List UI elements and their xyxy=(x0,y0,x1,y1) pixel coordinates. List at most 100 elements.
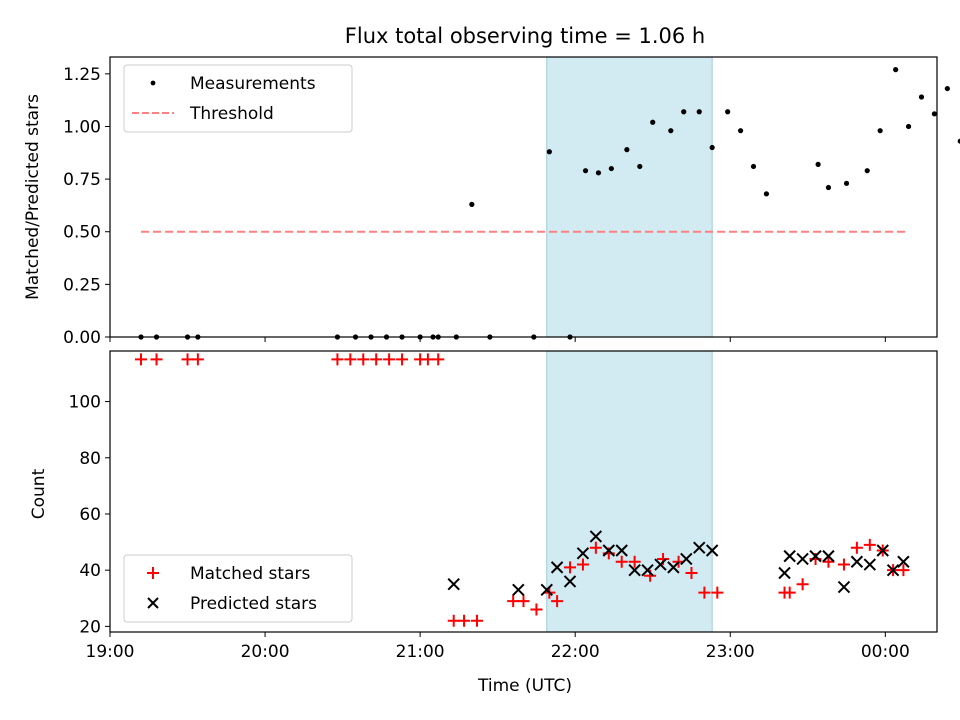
ratio-measurements-point xyxy=(668,128,674,134)
count-predicted-stars-point xyxy=(589,530,603,543)
count-matched-stars-point xyxy=(396,353,409,366)
count-matched-stars-point xyxy=(432,353,445,366)
count-predicted-stars-point xyxy=(886,563,900,577)
count-predicted-stars-point xyxy=(876,544,889,557)
ratio-measurements-point xyxy=(546,149,552,155)
count-matched-stars-point xyxy=(331,353,344,366)
count-matched-stars-point xyxy=(589,541,602,554)
count-x-tick-label: 20:00 xyxy=(241,642,290,662)
count-predicted-stars-point xyxy=(693,541,706,554)
ratio-measurements-point xyxy=(650,119,656,125)
threshold-legend-label: Threshold xyxy=(189,104,274,124)
ratio-y-tick-label: 1.25 xyxy=(63,65,101,85)
ratio-measurements-point xyxy=(469,201,475,207)
count-y-tick-label: 60 xyxy=(79,505,101,525)
ratio-legend: Measurements Threshold xyxy=(123,64,353,133)
count-predicted-stars-point xyxy=(837,580,851,594)
predicted-stars-legend-marker xyxy=(147,597,159,609)
count-y-axis-label: Count xyxy=(29,468,49,519)
count-matched-stars-point xyxy=(711,586,724,599)
count-predicted-stars-point xyxy=(550,561,564,574)
ratio-panel: Flux total observing time = 1.06 h 0.00 0… xyxy=(23,24,960,348)
count-matched-stars-point xyxy=(470,614,483,627)
count-x-tick-label: 22:00 xyxy=(551,642,600,662)
count-plot-area: 20 40 60 80 100 19:00 20:00 21:00 22:00 23:00 00:0… xyxy=(69,350,938,662)
count-matched-stars-point xyxy=(421,353,434,366)
count-x-tick-label: 23:00 xyxy=(706,642,755,662)
ratio-measurements-point xyxy=(843,180,850,186)
count-matched-stars-point xyxy=(615,555,628,568)
count-matched-stars-point xyxy=(458,614,471,627)
count-matched-stars-point xyxy=(628,555,641,568)
ratio-axes-frame xyxy=(109,56,938,338)
ratio-measurements-point xyxy=(877,128,883,134)
count-predicted-stars-point xyxy=(512,583,525,597)
count-matched-stars-point xyxy=(897,564,910,577)
ratio-measurements-point xyxy=(725,109,731,115)
matched-stars-legend-marker xyxy=(147,567,159,579)
ratio-measurements-point xyxy=(709,144,715,151)
ratio-measurements-point xyxy=(825,184,832,191)
count-legend: Matched stars Predicted stars xyxy=(123,554,353,623)
count-predicted-stars-point xyxy=(641,563,654,577)
count-matched-stars-point xyxy=(517,595,530,608)
count-matched-stars-point xyxy=(370,353,383,366)
count-matched-stars-point xyxy=(685,566,698,579)
count-axes-frame xyxy=(109,350,938,633)
ratio-measurements-point xyxy=(918,94,925,100)
count-matched-stars-point xyxy=(863,538,876,551)
count-matched-stars-point xyxy=(551,595,564,608)
predicted-stars-legend-label: Predicted stars xyxy=(190,594,317,614)
ratio-y-tick-label: 1.00 xyxy=(63,117,101,137)
count-predicted-stars-point xyxy=(897,555,910,568)
ratio-measurements-point xyxy=(864,168,870,174)
count-matched-stars-point xyxy=(357,353,370,366)
ratio-measurements-point xyxy=(696,109,702,115)
count-predicted-stars-point xyxy=(783,549,796,563)
count-predicted-stars-point xyxy=(680,552,693,566)
count-panel: 20 40 60 80 100 19:00 20:00 21:00 22:00 23:00 00:0… xyxy=(29,350,938,696)
count-matched-stars-point xyxy=(150,353,163,366)
count-predicted-stars-point xyxy=(540,583,553,597)
count-y-tick-label: 20 xyxy=(79,617,101,637)
ratio-y-tick-label: 0.50 xyxy=(63,223,101,243)
count-y-tick-label: 100 xyxy=(69,393,101,413)
count-shaded-region xyxy=(546,350,713,633)
count-matched-stars-point xyxy=(837,558,850,571)
count-predicted-stars-point xyxy=(576,547,590,560)
chart-title: Flux total observing time = 1.06 h xyxy=(345,24,705,48)
ratio-measurements-point xyxy=(750,163,757,170)
count-predicted-stars-point xyxy=(778,566,791,580)
ratio-measurements-point xyxy=(637,163,643,170)
count-matched-stars-point xyxy=(698,586,711,599)
ratio-measurements-point xyxy=(582,168,589,174)
count-matched-stars-point xyxy=(507,595,520,608)
ratio-measurements-point xyxy=(608,165,614,172)
ratio-plot-area: 0.00 0.25 0.50 0.75 1.00 1.25 xyxy=(63,56,960,348)
count-matched-stars-point xyxy=(783,586,796,599)
measurements-legend-label: Measurements xyxy=(190,74,316,94)
ratio-measurements-point xyxy=(763,191,770,197)
ratio-measurements-point xyxy=(624,147,630,153)
count-predicted-stars-point xyxy=(705,544,719,557)
count-x-tick-label: 21:00 xyxy=(396,642,445,662)
count-x-tick-label: 19:00 xyxy=(86,642,135,662)
count-predicted-stars-point xyxy=(654,558,667,571)
count-matched-stars-point xyxy=(191,353,204,366)
count-matched-stars-point xyxy=(447,614,460,627)
count-matched-stars-point xyxy=(850,541,863,554)
ratio-legend-frame xyxy=(123,64,353,133)
ratio-shaded-region xyxy=(546,56,713,338)
count-matched-stars-point xyxy=(576,558,589,571)
count-matched-stars-point xyxy=(383,353,396,366)
ratio-y-tick-label: 0.75 xyxy=(63,170,101,190)
ratio-measurements-point xyxy=(957,138,960,144)
count-y-tick-label: 80 xyxy=(79,449,101,469)
count-predicted-stars-point xyxy=(563,575,577,588)
count-matched-stars-point xyxy=(822,555,835,568)
ratio-y-tick-label: 0.00 xyxy=(63,328,101,348)
measurements-legend-marker xyxy=(150,80,156,86)
count-predicted-stars-point xyxy=(667,561,680,574)
count-predicted-stars-point xyxy=(615,544,628,557)
